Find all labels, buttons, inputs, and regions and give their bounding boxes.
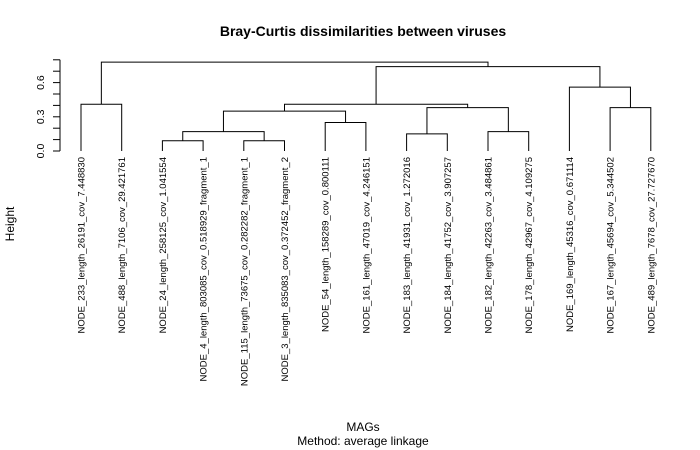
leaf-label: NODE_178_length_42967_cov_4.109275 bbox=[524, 157, 535, 333]
leaf-label: NODE_182_length_42263_cov_3.484861 bbox=[484, 157, 495, 333]
leaf-label: NODE_233_length_26191_cov_7.448830 bbox=[77, 157, 88, 333]
leaf-label: NODE_489_length_7678_cov_27.727670 bbox=[646, 157, 657, 333]
y-tick-label: 0.0 bbox=[35, 144, 47, 159]
chart-title: Bray-Curtis dissimilarities between viru… bbox=[220, 23, 507, 39]
y-tick-label: 0.3 bbox=[35, 109, 47, 124]
y-axis-title: Height bbox=[3, 206, 17, 241]
dendrogram-branch bbox=[426, 107, 509, 134]
leaf-label: NODE_167_length_45694_cov_5.344502 bbox=[606, 157, 617, 333]
dendrogram-branch bbox=[222, 110, 347, 132]
dendrogram-branch bbox=[406, 133, 448, 151]
y-tick-label: 0.6 bbox=[35, 75, 47, 90]
dendrogram-branch bbox=[243, 140, 285, 151]
dendrogram-branch bbox=[100, 61, 489, 105]
x-axis-title: MAGs bbox=[346, 420, 379, 434]
dendrogram-branch bbox=[182, 131, 265, 141]
leaf-label: NODE_4_length_803085_cov_0.518929_fragme… bbox=[199, 157, 210, 381]
dendrogram-branch bbox=[161, 140, 204, 151]
leaf-label: NODE_161_length_47019_cov_4.246151 bbox=[361, 157, 372, 333]
dendrogram-branch bbox=[568, 86, 631, 151]
leaf-labels: NODE_233_length_26191_cov_7.448830 NODE_4… bbox=[77, 157, 658, 386]
dendrogram-branch bbox=[609, 107, 652, 151]
leaf-label: NODE_54_length_158289_cov_0.800111 bbox=[321, 157, 332, 332]
leaf-label: NODE_488_length_7106_cov_29.421761 bbox=[117, 157, 128, 333]
leaf-label: NODE_24_length_258125_cov_1.041554 bbox=[158, 157, 169, 333]
dendrogram-branch bbox=[375, 66, 601, 105]
method-subtitle: Method: average linkage bbox=[297, 434, 429, 448]
dendrogram-branch bbox=[324, 122, 367, 151]
leaf-label: NODE_183_length_41931_cov_1.272016 bbox=[402, 157, 413, 333]
dendrogram-branch bbox=[487, 131, 530, 151]
leaf-label: NODE_3_length_835083_cov_0.372452_fragme… bbox=[280, 157, 291, 381]
dendrogram-branch bbox=[80, 103, 123, 151]
dendrogram-tree bbox=[80, 61, 652, 151]
y-axis: 0.0 0.3 0.6 bbox=[35, 59, 61, 159]
leaf-label: NODE_169_length_45316_cov_0.671114 bbox=[565, 157, 576, 332]
leaf-label: NODE_184_length_41752_cov_3.907257 bbox=[443, 157, 454, 333]
leaf-label: NODE_115_length_73675_cov_0.282282_fragm… bbox=[239, 157, 250, 386]
